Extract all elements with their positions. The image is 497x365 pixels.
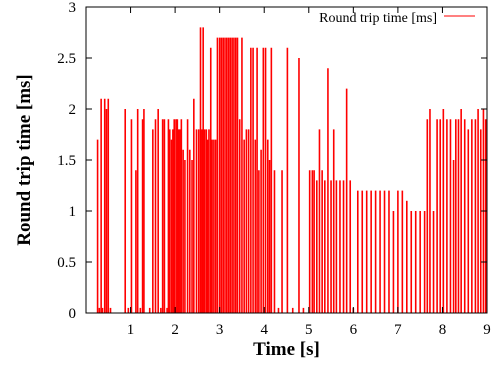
x-tick-label: 7 [394, 322, 402, 338]
y-tick-label: 0.5 [57, 255, 76, 271]
y-axis-title: Round trip time [ms] [14, 74, 35, 246]
y-tick-label: 1 [69, 204, 77, 220]
x-tick-label: 8 [439, 322, 447, 338]
x-tick-label: 1 [127, 322, 135, 338]
x-axis-title: Time [s] [253, 339, 320, 360]
y-tick-label: 0 [69, 306, 77, 322]
series-layer [96, 27, 487, 313]
x-tick-label: 6 [350, 322, 358, 338]
y-tick-label: 2 [69, 102, 77, 118]
y-tick-label: 1.5 [57, 153, 76, 169]
x-tick-label: 4 [260, 322, 268, 338]
y-tick-label: 3 [69, 0, 77, 16]
ticks-layer [86, 6, 488, 314]
series-0 [96, 27, 487, 313]
x-tick-label: 9 [483, 322, 491, 338]
y-tick-label: 2.5 [57, 51, 76, 67]
x-tick-label: 2 [171, 322, 179, 338]
legend: Round trip time [ms] [319, 11, 475, 26]
x-tick-label: 3 [216, 322, 224, 338]
x-tick-label: 5 [305, 322, 313, 338]
legend-label: Round trip time [ms] [319, 11, 437, 26]
tick-labels-layer: 1 2 3 4 5 6 7 8 9 0 0.5 1 1.5 2 2.5 3 [57, 0, 491, 338]
